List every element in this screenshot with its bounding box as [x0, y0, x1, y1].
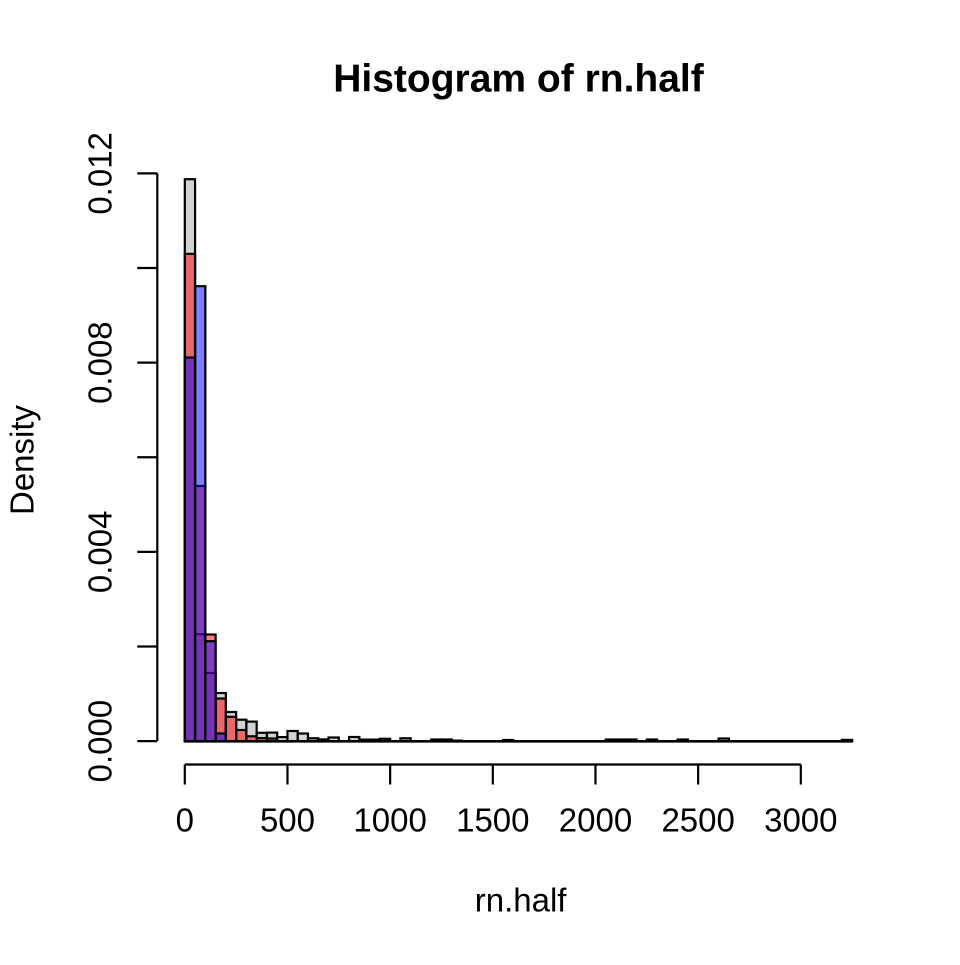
svg-text:2500: 2500: [661, 802, 734, 839]
svg-text:0.008: 0.008: [82, 321, 119, 404]
svg-text:0.004: 0.004: [82, 511, 119, 594]
svg-text:0: 0: [176, 802, 194, 839]
svg-text:Density: Density: [4, 404, 41, 515]
svg-text:Histogram of rn.half: Histogram of rn.half: [333, 58, 705, 101]
svg-text:rn.half: rn.half: [475, 881, 568, 918]
svg-text:1500: 1500: [456, 802, 529, 839]
svg-text:1000: 1000: [353, 802, 426, 839]
svg-text:500: 500: [260, 802, 315, 839]
svg-text:0.000: 0.000: [82, 700, 119, 783]
svg-text:0.012: 0.012: [82, 132, 119, 215]
svg-text:2000: 2000: [559, 802, 632, 839]
svg-text:3000: 3000: [764, 802, 837, 839]
